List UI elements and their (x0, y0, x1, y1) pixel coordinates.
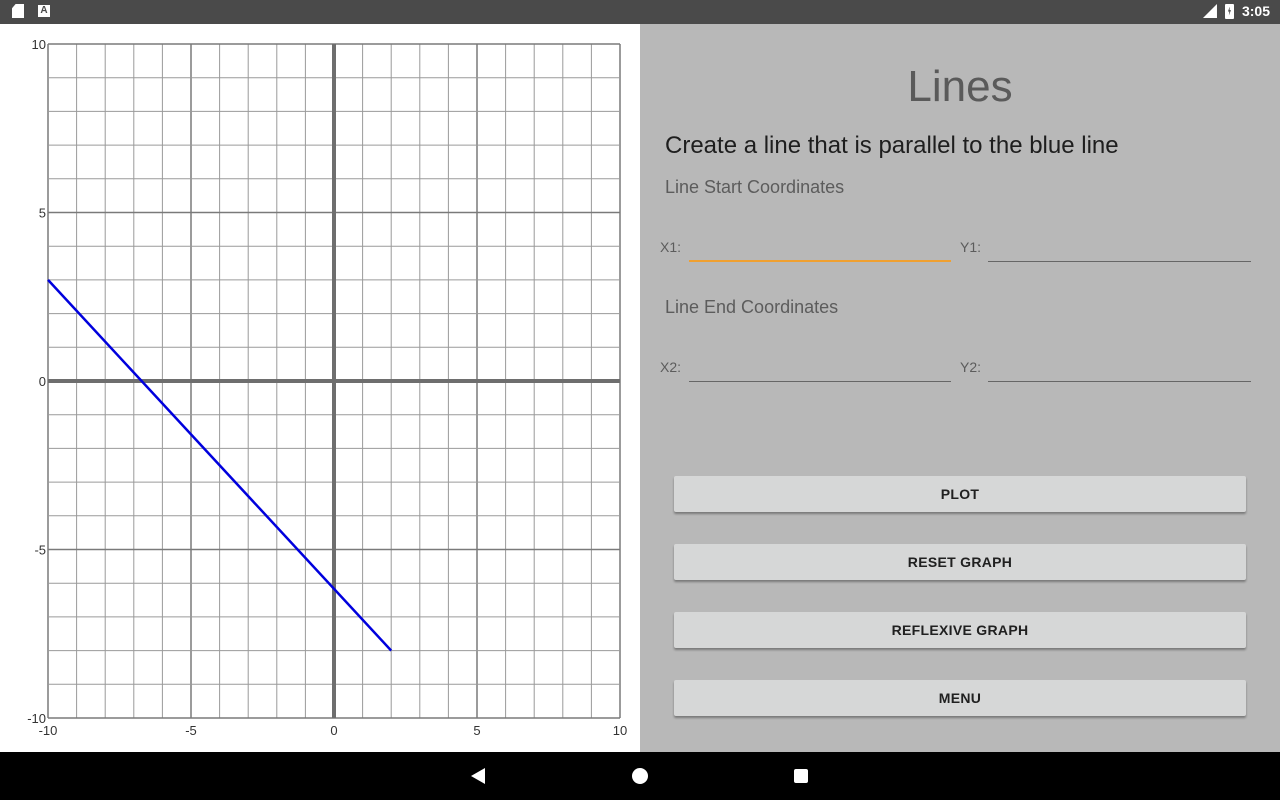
y-tick-label: -5 (34, 543, 46, 558)
x1-input[interactable] (689, 234, 951, 262)
instruction-text: Create a line that is parallel to the bl… (665, 132, 1119, 159)
reflexive-graph-button[interactable]: REFLEXIVE GRAPH (674, 612, 1246, 648)
y-tick-label: 5 (39, 206, 46, 221)
plotted-lines (47, 279, 393, 652)
home-icon[interactable] (632, 768, 648, 784)
tick-labels: -10 -5 0 5 10 -10 -5 0 5 10 (27, 37, 627, 738)
x-tick-label: 10 (613, 723, 627, 738)
clock: 3:05 (1241, 3, 1270, 19)
y1-label: Y1: (960, 239, 982, 255)
lte-signal-icon: LTE (1202, 4, 1217, 18)
battery-charging-icon (1224, 3, 1234, 19)
y-tick-label: 0 (39, 374, 46, 389)
status-right-icons: LTE 3:05 (1202, 3, 1270, 19)
y2-input[interactable] (988, 354, 1251, 382)
control-panel: Lines Create a line that is parallel to … (640, 24, 1280, 752)
plot-button[interactable]: PLOT (674, 476, 1246, 512)
status-bar: A LTE 3:05 (0, 0, 1280, 24)
page-title: Lines (907, 62, 1013, 111)
graph-panel[interactable]: -10 -5 0 5 10 -10 -5 0 5 10 (0, 24, 640, 752)
status-left-icons: A (12, 4, 50, 18)
navigation-bar (0, 752, 1280, 800)
blue-line (47, 279, 393, 652)
a-icon: A (38, 5, 50, 17)
y-tick-label: -10 (27, 711, 46, 726)
x-tick-label: 0 (330, 723, 337, 738)
recents-icon[interactable] (794, 769, 808, 783)
sd-card-icon (12, 4, 24, 18)
x-tick-label: 5 (473, 723, 480, 738)
menu-button[interactable]: MENU (674, 680, 1246, 716)
reset-graph-button[interactable]: RESET GRAPH (674, 544, 1246, 580)
x-tick-label: -5 (185, 723, 197, 738)
line-start-heading: Line Start Coordinates (665, 177, 845, 197)
x2-label: X2: (660, 359, 682, 375)
y1-input[interactable] (988, 234, 1251, 262)
x1-label: X1: (660, 239, 682, 255)
line-end-heading: Line End Coordinates (665, 297, 839, 317)
y2-label: Y2: (960, 359, 982, 375)
y-tick-label: 10 (32, 37, 46, 52)
x-tick-label: -10 (39, 723, 58, 738)
axes (48, 44, 620, 718)
network-label: LTE (1196, 1, 1210, 8)
x2-input[interactable] (689, 354, 951, 382)
back-icon[interactable] (471, 768, 485, 784)
coordinate-graph[interactable]: -10 -5 0 5 10 -10 -5 0 5 10 (0, 24, 640, 752)
